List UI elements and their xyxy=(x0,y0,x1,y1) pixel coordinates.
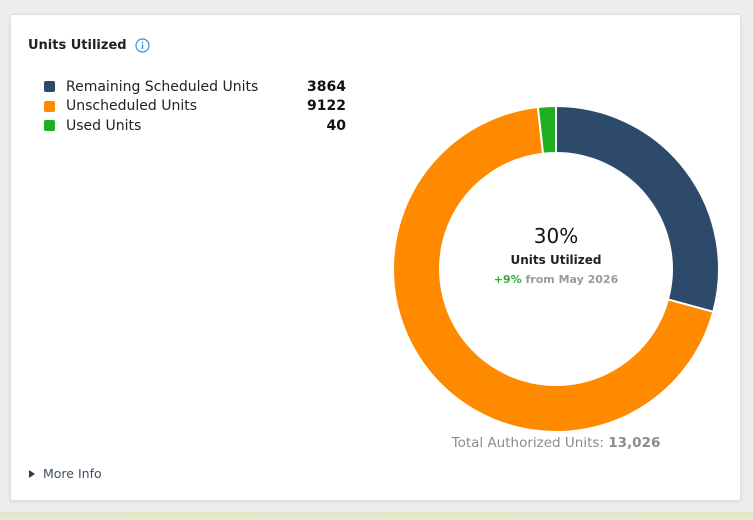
legend-label-unscheduled: Unscheduled Units xyxy=(66,98,197,115)
legend-label-remaining: Remaining Scheduled Units xyxy=(66,78,259,95)
chart-legend: Remaining Scheduled Units 3864 Unschedul… xyxy=(44,77,346,136)
more-info-toggle[interactable]: More Info xyxy=(29,466,102,481)
center-label: Units Utilized xyxy=(510,253,602,267)
page-bottom-strip xyxy=(0,512,753,520)
change-value: +9% xyxy=(493,273,522,286)
donut-slice-remaining xyxy=(555,104,720,314)
change-text: from May 2026 xyxy=(525,273,619,286)
center-change: +9% from May 2026 xyxy=(446,273,666,286)
legend-swatch-unscheduled xyxy=(44,100,55,112)
legend-swatch-used xyxy=(44,120,55,132)
legend-item-unscheduled: Unscheduled Units 9122 xyxy=(44,97,346,117)
caret-right-icon xyxy=(29,469,35,478)
legend-value-remaining: 3864 xyxy=(307,78,346,95)
total-value: 13,026 xyxy=(608,435,661,451)
card-header: Units Utilized xyxy=(28,38,150,53)
legend-label-used: Used Units xyxy=(66,117,142,134)
card-title: Units Utilized xyxy=(28,38,127,53)
total-authorized: Total Authorized Units: 13,026 xyxy=(441,435,671,451)
total-label: Total Authorized Units: xyxy=(451,435,604,451)
donut-slice-used xyxy=(536,104,557,155)
legend-item-used: Used Units 40 xyxy=(44,116,346,136)
legend-swatch-remaining xyxy=(44,81,55,93)
more-info-label: More Info xyxy=(43,466,102,481)
legend-value-unscheduled: 9122 xyxy=(307,98,346,115)
donut-slice-unscheduled xyxy=(392,105,715,433)
donut-chart xyxy=(392,104,720,433)
units-utilized-card: Units Utilized Remaining Scheduled Units… xyxy=(10,14,741,501)
info-circle-icon[interactable] xyxy=(134,38,150,53)
center-percent: 30% xyxy=(533,224,579,248)
legend-value-used: 40 xyxy=(326,117,346,134)
legend-item-remaining: Remaining Scheduled Units 3864 xyxy=(44,77,346,97)
